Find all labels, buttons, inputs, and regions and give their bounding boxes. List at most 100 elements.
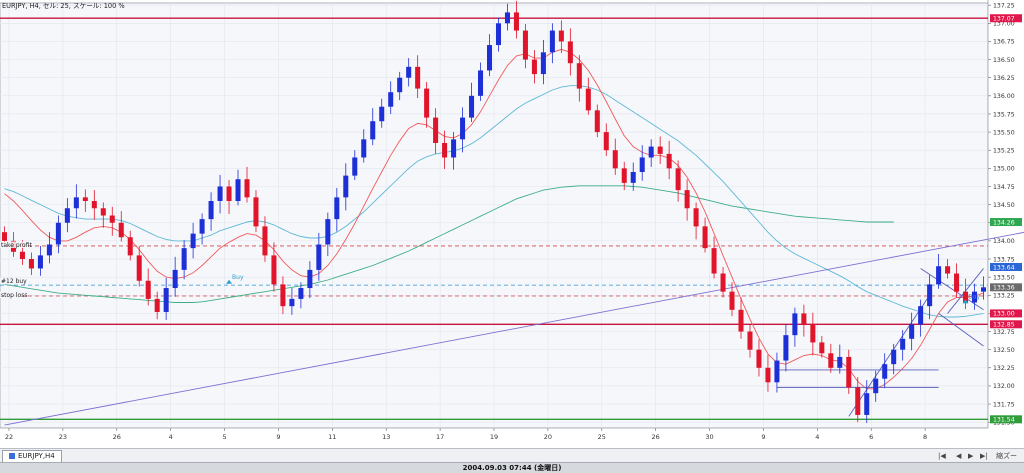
candle-body: [513, 12, 519, 31]
candle-body: [540, 52, 546, 75]
time-axis-panel: [0, 428, 988, 448]
candle-body: [792, 313, 798, 336]
candle-body: [810, 324, 816, 343]
order-label: #12 buy: [1, 278, 27, 285]
candle-body: [882, 364, 888, 379]
candle: [271, 242, 277, 292]
y-tick-label: 131.75: [993, 401, 1015, 408]
scroll-prev-button[interactable]: ◀: [956, 452, 962, 460]
candle: [738, 297, 744, 339]
y-tick-label: 136.75: [993, 39, 1015, 46]
price-label: 134.26: [993, 219, 1015, 226]
candle: [127, 230, 133, 261]
candle: [415, 55, 421, 99]
candle-body: [522, 30, 528, 60]
y-tick-label: 132.00: [993, 383, 1015, 390]
candle: [388, 81, 394, 114]
candle: [783, 324, 789, 372]
candle-body: [720, 273, 726, 292]
candle: [531, 50, 537, 84]
candle-body: [819, 342, 825, 354]
candle: [217, 174, 223, 214]
candle: [495, 17, 502, 52]
candle: [612, 138, 618, 175]
chart-tab-bar: EURJPY,H4 |◀ ◀ ▶ ▶| 縮ズー: [0, 448, 1024, 463]
candle: [846, 349, 852, 394]
y-tick-label: 137.25: [993, 2, 1015, 9]
buy-arrow-icon: [226, 279, 233, 284]
candle-body: [738, 309, 744, 332]
chart-tab[interactable]: EURJPY,H4: [2, 450, 62, 462]
candle: [244, 166, 250, 203]
candle-body: [370, 121, 376, 140]
buy-mark-label: Buy: [969, 293, 981, 300]
candle-body: [585, 88, 591, 111]
candle: [927, 274, 933, 320]
candle-body: [747, 331, 753, 350]
scroll-last-button[interactable]: ▶|: [980, 452, 988, 460]
candle: [307, 261, 313, 299]
candle: [397, 71, 403, 101]
candle: [909, 312, 915, 351]
price-label: 131.54: [993, 417, 1015, 424]
candle: [954, 263, 960, 298]
candle-body: [64, 208, 70, 223]
price-label-bg: [990, 14, 1022, 23]
candle: [621, 161, 627, 191]
candle: [540, 39, 546, 85]
y-tick-label: 132.50: [993, 347, 1015, 354]
candle-body: [648, 146, 654, 158]
y-tick-label: 135.75: [993, 111, 1015, 118]
x-tick-label: 6: [869, 433, 873, 441]
candle: [855, 377, 861, 423]
candle: [819, 335, 825, 358]
candle-body: [702, 226, 708, 249]
candle-body: [504, 12, 510, 24]
zoom-label[interactable]: 縮ズー: [996, 452, 1017, 460]
y-tick-label: 133.50: [993, 274, 1015, 281]
candle-body: [388, 92, 394, 107]
candle: [657, 136, 663, 165]
candle: [118, 211, 124, 242]
candle-body: [199, 219, 205, 234]
price-chart[interactable]: 137.25 137.00 136.75 136.50 136.25 136.00 135.…: [0, 0, 1024, 448]
x-tick-label: 25: [598, 433, 606, 441]
candle-body: [100, 208, 106, 216]
y-tick-label: 135.25: [993, 148, 1015, 155]
candle-body: [298, 288, 304, 299]
candle: [980, 276, 987, 300]
candle: [891, 343, 897, 375]
candle-body: [262, 226, 268, 256]
price-label: 137.07: [993, 16, 1015, 23]
candle-body: [280, 284, 286, 307]
candle: [262, 216, 268, 262]
candle: [370, 108, 376, 146]
scroll-first-button[interactable]: |◀: [938, 452, 946, 460]
candle: [424, 82, 430, 128]
candle: [109, 206, 115, 236]
price-label: 133.64: [993, 264, 1015, 271]
price-label-bg: [990, 415, 1022, 424]
candle-body: [675, 168, 681, 191]
price-label: 132.85: [993, 322, 1015, 329]
candle-body: [442, 142, 448, 158]
candle-body: [684, 190, 690, 209]
scroll-next-button[interactable]: ▶: [968, 452, 974, 460]
x-tick-label: 9: [761, 433, 765, 441]
moving-average-teal: [4, 85, 984, 318]
candle-body: [226, 186, 232, 201]
x-tick-label: 19: [490, 433, 498, 441]
x-tick-label: 11: [328, 433, 336, 441]
candle-body: [630, 171, 636, 183]
candle: [945, 259, 951, 279]
candle: [936, 253, 942, 289]
candle-body: [163, 288, 169, 312]
candle-body: [963, 291, 969, 303]
candle-body: [531, 59, 537, 75]
candle: [82, 189, 88, 212]
candle: [603, 123, 609, 157]
candle-body: [145, 280, 151, 299]
candle-body: [289, 298, 295, 307]
candle: [442, 130, 448, 170]
